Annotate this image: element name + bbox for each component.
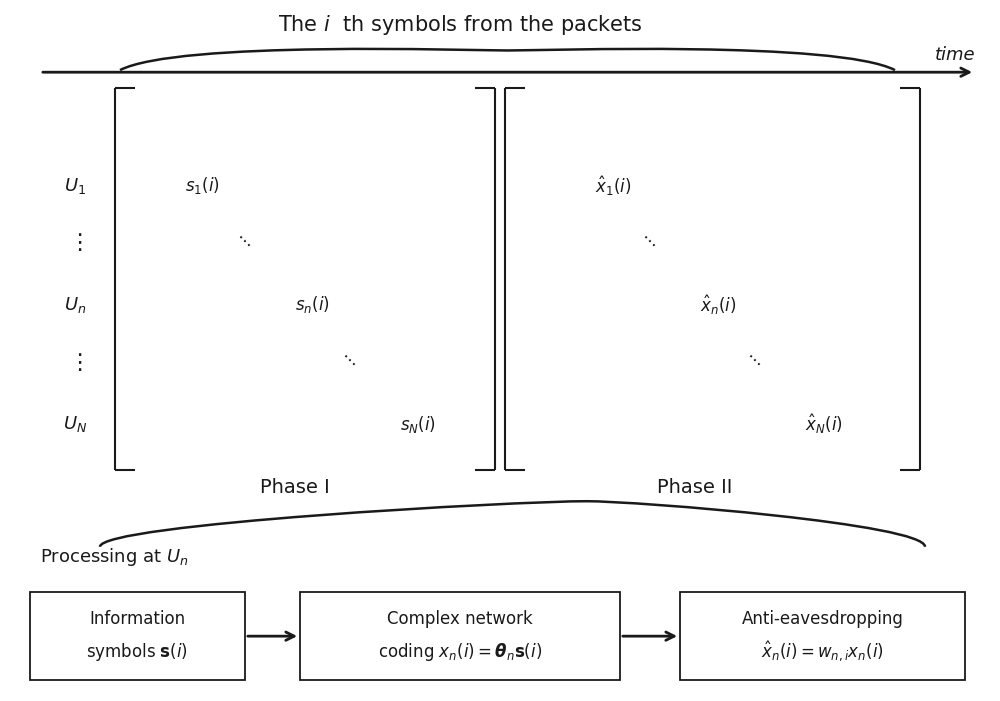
Text: $U_N$: $U_N$	[63, 414, 87, 434]
Text: $\vdots$: $\vdots$	[68, 351, 82, 374]
Text: $U_n$: $U_n$	[64, 295, 86, 315]
Text: $s_N(i)$: $s_N(i)$	[400, 414, 436, 435]
Text: $s_1(i)$: $s_1(i)$	[185, 175, 220, 196]
FancyBboxPatch shape	[680, 592, 965, 680]
Text: $\vdots$: $\vdots$	[68, 231, 82, 253]
Text: Processing at $U_n$: Processing at $U_n$	[40, 546, 189, 569]
Text: coding $x_n(i) = \boldsymbol{\theta}_n\mathbf{s}(i)$: coding $x_n(i) = \boldsymbol{\theta}_n\m…	[378, 641, 542, 662]
Text: Phase II: Phase II	[657, 477, 733, 497]
Text: $\cdots$: $\cdots$	[233, 226, 257, 250]
Text: $\cdots$: $\cdots$	[743, 346, 767, 369]
Text: $\hat{x}_N(i)$: $\hat{x}_N(i)$	[805, 412, 843, 436]
Text: $\hat{x}_n(i)$: $\hat{x}_n(i)$	[700, 293, 737, 317]
Text: $\hat{x}_n(i) = w_{n,i}x_n(i)$: $\hat{x}_n(i) = w_{n,i}x_n(i)$	[761, 639, 884, 664]
Text: symbols $\mathbf{s}(i)$: symbols $\mathbf{s}(i)$	[86, 641, 189, 662]
Text: $\hat{x}_1(i)$: $\hat{x}_1(i)$	[595, 174, 632, 198]
Text: $U_1$: $U_1$	[64, 176, 86, 196]
Text: $s_n(i)$: $s_n(i)$	[295, 294, 330, 315]
Text: time: time	[934, 46, 975, 64]
Text: Anti-eavesdropping: Anti-eavesdropping	[742, 610, 903, 627]
FancyBboxPatch shape	[30, 592, 245, 680]
Text: Information: Information	[89, 610, 186, 627]
Text: The $i$  th symbols from the packets: The $i$ th symbols from the packets	[278, 13, 642, 36]
Text: Phase I: Phase I	[260, 477, 330, 497]
Text: Complex network: Complex network	[387, 610, 533, 627]
FancyBboxPatch shape	[300, 592, 620, 680]
Text: $\cdots$: $\cdots$	[638, 226, 662, 250]
Text: $\cdots$: $\cdots$	[338, 346, 362, 369]
